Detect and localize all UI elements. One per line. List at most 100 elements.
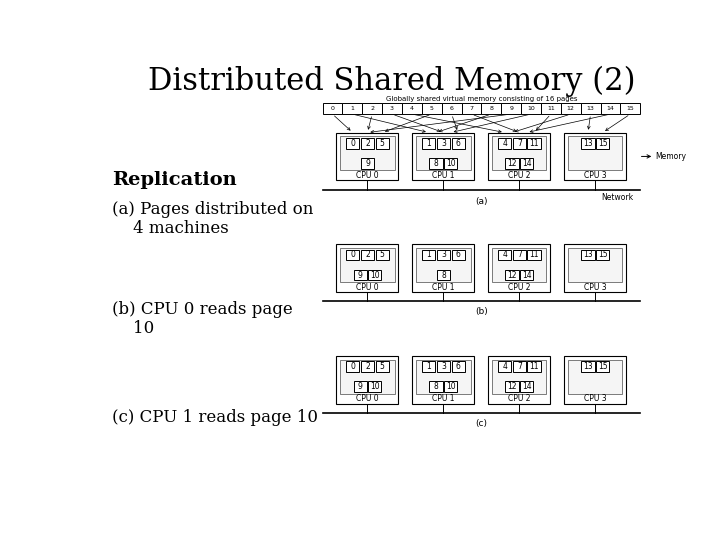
Text: 13: 13 [583, 139, 593, 148]
Bar [564, 244, 626, 292]
Bar [451, 249, 464, 260]
Bar [596, 138, 609, 148]
Bar [441, 103, 462, 114]
Bar [488, 132, 550, 180]
Bar [437, 249, 450, 260]
Text: CPU 2: CPU 2 [508, 283, 531, 292]
Text: 2: 2 [365, 139, 370, 148]
Bar [422, 361, 436, 372]
Bar [376, 249, 389, 260]
Text: 1: 1 [351, 106, 354, 111]
Bar [437, 269, 450, 280]
Text: 15: 15 [598, 251, 608, 260]
Bar [429, 158, 443, 168]
Text: 3: 3 [441, 251, 446, 260]
Bar [513, 249, 526, 260]
Text: CPU 0: CPU 0 [356, 283, 379, 292]
Text: 8: 8 [441, 271, 446, 280]
Text: 6: 6 [456, 362, 461, 371]
Text: Replication: Replication [112, 171, 236, 190]
Text: (a) Pages distributed on
    4 machines: (a) Pages distributed on 4 machines [112, 200, 313, 237]
Bar [346, 249, 359, 260]
Bar [362, 103, 382, 114]
Bar [323, 103, 342, 114]
Text: Network: Network [601, 193, 633, 201]
Text: CPU 3: CPU 3 [584, 283, 607, 292]
Text: CPU 3: CPU 3 [584, 171, 607, 180]
Text: 1: 1 [426, 362, 431, 371]
Text: 8: 8 [490, 106, 493, 111]
Text: CPU 0: CPU 0 [356, 171, 379, 180]
Text: 1: 1 [426, 251, 431, 260]
Text: CPU 1: CPU 1 [432, 283, 454, 292]
Text: 3: 3 [441, 362, 446, 371]
Text: CPU 0: CPU 0 [356, 395, 379, 403]
Bar [541, 103, 561, 114]
Text: 15: 15 [626, 106, 634, 111]
Text: 1: 1 [426, 139, 431, 148]
Text: 7: 7 [469, 106, 474, 111]
Bar [361, 138, 374, 148]
Bar [596, 361, 609, 372]
Bar [354, 269, 366, 280]
Bar [413, 132, 474, 180]
Text: (c): (c) [475, 419, 487, 428]
Bar [346, 361, 359, 372]
Bar [561, 103, 580, 114]
Text: 8: 8 [433, 159, 438, 168]
Bar [346, 138, 359, 148]
Bar [498, 249, 511, 260]
Bar [416, 360, 471, 394]
Text: 0: 0 [330, 106, 334, 111]
Bar [505, 381, 518, 392]
Text: 15: 15 [598, 139, 608, 148]
Text: 3: 3 [441, 139, 446, 148]
Text: 4: 4 [410, 106, 414, 111]
Bar [568, 248, 622, 282]
Text: 7: 7 [517, 251, 522, 260]
Text: 10: 10 [370, 382, 379, 391]
Bar [416, 137, 471, 170]
Bar [498, 138, 511, 148]
Text: Memory: Memory [656, 152, 687, 161]
Text: CPU 1: CPU 1 [432, 171, 454, 180]
Bar [361, 158, 374, 168]
Text: 11: 11 [529, 251, 539, 260]
Text: 11: 11 [547, 106, 554, 111]
Text: 6: 6 [456, 139, 461, 148]
Bar [528, 361, 541, 372]
Text: 12: 12 [567, 106, 575, 111]
Text: (b): (b) [475, 307, 487, 316]
Bar [580, 103, 600, 114]
Bar [492, 137, 546, 170]
Text: 0: 0 [351, 139, 355, 148]
Text: 2: 2 [365, 362, 370, 371]
Bar [368, 269, 382, 280]
Text: (b) CPU 0 reads page
    10: (b) CPU 0 reads page 10 [112, 301, 292, 337]
Text: 9: 9 [365, 159, 370, 168]
Text: 12: 12 [507, 382, 517, 391]
Bar [361, 361, 374, 372]
Bar [581, 138, 595, 148]
Text: 0: 0 [351, 251, 355, 260]
Text: (a): (a) [475, 197, 487, 206]
Bar [341, 248, 395, 282]
Bar [498, 361, 511, 372]
Bar [513, 138, 526, 148]
Text: CPU 2: CPU 2 [508, 171, 531, 180]
Bar [402, 103, 422, 114]
Bar [451, 138, 464, 148]
Bar [581, 361, 595, 372]
Bar [520, 158, 534, 168]
Text: 14: 14 [522, 159, 531, 168]
Text: 6: 6 [450, 106, 454, 111]
Bar [413, 356, 474, 403]
Text: Distributed Shared Memory (2): Distributed Shared Memory (2) [148, 66, 636, 97]
Bar [520, 381, 534, 392]
Text: 11: 11 [529, 139, 539, 148]
Text: 14: 14 [522, 382, 531, 391]
Bar [336, 132, 398, 180]
Bar [376, 361, 389, 372]
Bar [596, 249, 609, 260]
Text: 13: 13 [583, 362, 593, 371]
